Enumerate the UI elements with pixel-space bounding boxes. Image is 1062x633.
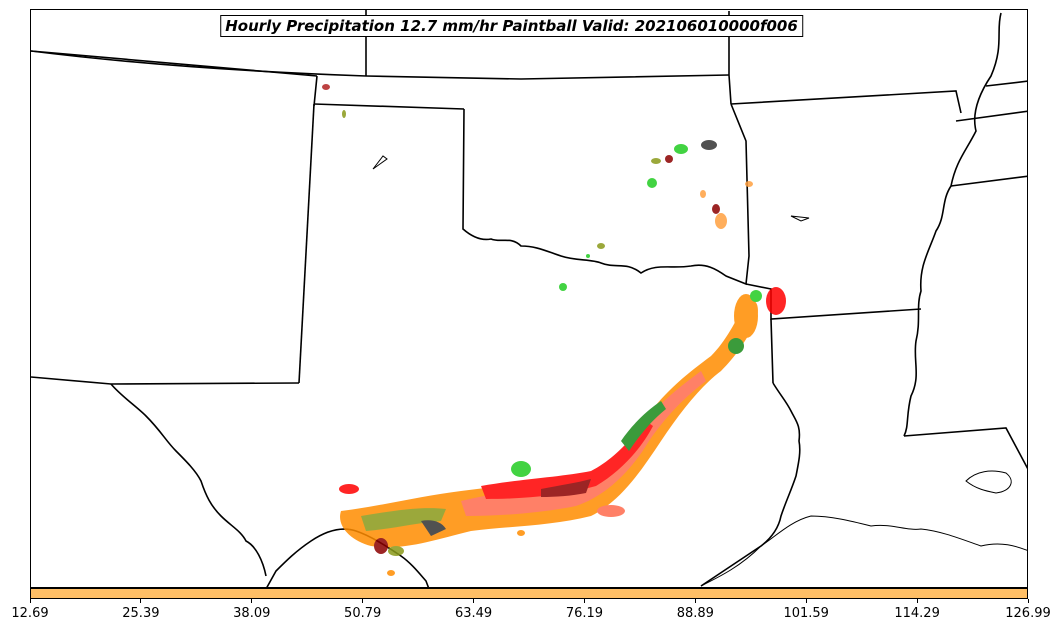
blob-green-mid	[511, 461, 531, 477]
colorbar-tick-mark	[805, 599, 807, 603]
border-tn	[955, 110, 1027, 122]
blob-salmon-mid	[597, 505, 625, 517]
blob-olive-sw	[388, 546, 404, 556]
map-panel: Hourly Precipitation 12.7 mm/hr Paintbal…	[30, 9, 1028, 588]
state-borders	[31, 10, 1027, 587]
border-texas-east	[700, 382, 801, 587]
colorbar-tick-mark	[583, 599, 585, 603]
blob-olive-co	[342, 110, 346, 118]
colorbar-tick-mark	[916, 599, 918, 603]
border-arkansas-west	[770, 318, 774, 384]
colorbar-tick-label: 101.59	[783, 606, 829, 621]
blob-orange-ne	[734, 294, 758, 338]
swath-darkred	[541, 479, 591, 497]
colorbar-tick-label: 38.09	[233, 606, 271, 621]
colorbar-tick-label: 76.19	[565, 606, 604, 621]
border-mississippi-river	[903, 12, 1002, 437]
swath-green	[621, 401, 666, 451]
blob-olive-ok2	[597, 243, 605, 249]
paintball-precip-swath	[322, 84, 786, 576]
map-canvas	[31, 10, 1027, 587]
blob-green-ok2	[647, 178, 657, 188]
blob-orange-ok2	[715, 213, 727, 229]
border-kansas-colorado-west	[313, 75, 318, 107]
blob-green-ne	[750, 290, 762, 302]
blob-darkred-ok1	[665, 155, 673, 163]
blob-darkgreen-ne	[728, 338, 744, 354]
blob-red-west	[339, 484, 359, 494]
border-oklahoma	[462, 103, 750, 286]
border-louisiana-north	[903, 427, 1027, 469]
colorbar-tick-mark	[29, 599, 31, 603]
colorbar-tick-mark	[251, 599, 253, 603]
blob-red-ks	[322, 84, 330, 90]
swath-red	[481, 421, 653, 499]
blob-darkred-ok2	[712, 204, 720, 214]
colorbar-tick-mark	[694, 599, 696, 603]
border-colorado-nm	[31, 50, 318, 77]
colorbar-tick-label: 114.29	[894, 606, 940, 621]
blob-dark-ok1	[701, 140, 717, 150]
colorbar-tick-label: 50.79	[344, 606, 382, 621]
lake-small-1	[790, 215, 810, 222]
colorbar-tick-label: 63.49	[454, 606, 493, 621]
colorbar-tick-label: 25.39	[122, 606, 160, 621]
coastline-louisiana	[965, 470, 1012, 494]
border-ky	[985, 80, 1027, 87]
blob-orange-sw	[387, 570, 395, 576]
colorbar-tick-mark	[140, 599, 142, 603]
coastline-gulf	[700, 515, 1027, 587]
border-texas-west	[110, 383, 267, 577]
colorbar-tick-mark	[473, 599, 475, 603]
colorbar-tick-label: 88.89	[676, 606, 714, 621]
swath-dark	[421, 520, 446, 536]
border-missouri-south	[730, 90, 962, 114]
blob-orange-ok3	[700, 190, 706, 198]
colorbar-tick-mark	[362, 599, 364, 603]
border-oklahoma-north	[313, 103, 465, 110]
lake-small-2	[372, 155, 388, 170]
colorbar	[30, 588, 1028, 599]
blob-green-ok3	[559, 283, 567, 291]
colorbar-tick-label: 126.99	[1005, 606, 1051, 621]
border-nm-east	[298, 103, 315, 384]
blob-olive-ok1	[651, 158, 661, 164]
border-nm-south	[31, 376, 300, 385]
colorbar-tick-label: 12.69	[11, 606, 49, 621]
border-ms-al	[950, 175, 1027, 187]
blob-red-ne	[766, 287, 786, 315]
blob-green-ok1	[674, 144, 688, 154]
blob-orange-s	[517, 530, 525, 536]
blob-green-ok4	[586, 254, 590, 258]
blob-darkred-sw	[374, 538, 388, 554]
blob-orange-ok4	[745, 181, 753, 187]
swath-olive	[361, 508, 446, 531]
colorbar-tick-mark	[1027, 599, 1029, 603]
map-title: Hourly Precipitation 12.7 mm/hr Paintbal…	[220, 15, 803, 37]
border-kansas-north	[31, 50, 730, 80]
